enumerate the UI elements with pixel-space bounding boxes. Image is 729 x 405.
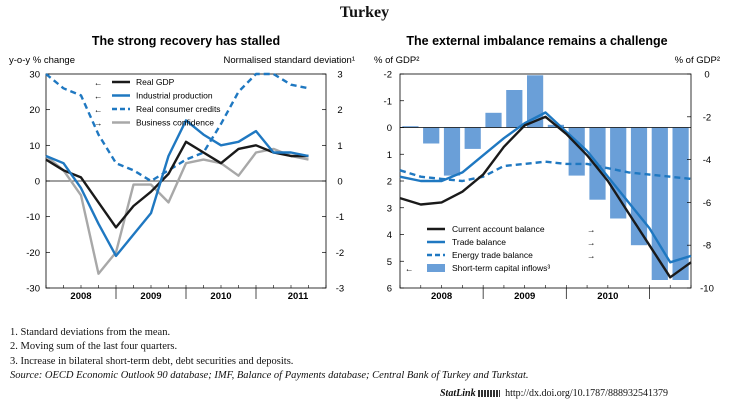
right-bar-capital-inflows <box>423 127 440 144</box>
right-x-tick-label: 2009 <box>514 291 535 300</box>
right-y-tick-label: 6 <box>387 284 392 295</box>
legend-arrow-industrial-production: ← <box>94 91 103 101</box>
legend-label-industrial-production: Industrial production <box>136 91 213 101</box>
legend-label-short-term-capital-inflows: Short-term capital inflows³ <box>452 263 550 273</box>
right-y2-tick-label: -8 <box>703 241 711 252</box>
left-y-tick-label: 30 <box>29 70 40 81</box>
right-y-unit: % of GDP² <box>374 55 419 66</box>
right-chart: The external imbalance remains a challen… <box>374 34 720 301</box>
right-y2-tick-label: -4 <box>703 155 711 166</box>
right-x-tick-label: 2008 <box>431 291 452 300</box>
right-series-current-account-balance <box>399 115 692 279</box>
right-series-trade-balance <box>399 111 692 264</box>
left-chart: The strong recovery has stalled y-o-y % … <box>9 34 355 301</box>
right-series-energy-trade-balance <box>399 160 692 183</box>
left-y-unit: y-o-y % change <box>9 55 75 66</box>
legend-arrow-trade-balance: → <box>587 238 596 248</box>
right-y-tick-label: 3 <box>387 203 392 214</box>
legend-label-business-confidence: Business confidence <box>136 118 214 128</box>
legend-arrow-short-term-capital-inflows: ← <box>405 264 414 274</box>
right-bar-capital-inflows <box>651 127 668 280</box>
statlink-brand: StatLink <box>440 388 476 399</box>
left-y2-tick-label: -1 <box>336 212 344 223</box>
left-x-tick-label: 2008 <box>70 291 91 300</box>
legend-label-trade-balance: Trade balance <box>452 237 506 247</box>
left-panel-title: The strong recovery has stalled <box>92 34 280 48</box>
right-y-tick-label: 0 <box>387 123 392 134</box>
right-panel-title: The external imbalance remains a challen… <box>406 34 667 48</box>
statlink-logo-icon <box>477 390 500 398</box>
figure-title: Turkey <box>339 4 390 21</box>
right-bar-capital-inflows <box>443 127 461 176</box>
legend-swatch-short-term-capital-inflows <box>427 264 445 272</box>
statlink-url[interactable]: http://dx.doi.org/10.1787/888932541379 <box>505 388 668 399</box>
right-x-tick-label: 2010 <box>597 291 618 300</box>
left-y2-tick-label: 2 <box>337 105 342 116</box>
left-series-real-consumer-credits <box>45 72 309 183</box>
note-3: 3. Increase in bilateral short-term debt… <box>10 355 294 367</box>
right-y-tick-label: -1 <box>384 96 392 107</box>
right-bar-capital-inflows <box>402 126 419 128</box>
left-y-tick-label: 20 <box>29 105 40 116</box>
left-y-tick-label: -10 <box>26 212 40 223</box>
right-y-tick-label: 1 <box>387 150 392 161</box>
left-y2-tick-label: 0 <box>337 177 342 188</box>
right-bar-capital-inflows <box>464 127 481 149</box>
legend-label-real-consumer-credits: Real consumer credits <box>136 104 221 114</box>
left-series-industrial-production <box>45 119 309 258</box>
legend-arrow-real-gdp: ← <box>94 78 103 88</box>
left-x-tick-label: 2010 <box>210 291 231 300</box>
right-y2-tick-label: -6 <box>703 198 711 209</box>
left-series-real-gdp <box>45 140 309 229</box>
left-series-business-confidence <box>45 147 309 275</box>
right-bar-capital-inflows <box>630 127 648 246</box>
legend-label-real-gdp: Real GDP <box>136 77 175 87</box>
legend-arrow-business-confidence: → <box>94 118 103 128</box>
right-bar-capital-inflows <box>672 127 689 280</box>
left-legend: ← Real GDP ← Industrial production ← Real con… <box>94 77 221 128</box>
source-line: Source: OECD Economic Outlook 90 databas… <box>10 370 529 382</box>
statlink: StatLink http://dx.doi.org/10.1787/88893… <box>440 388 668 399</box>
left-y-tick-label: -20 <box>26 248 40 259</box>
right-y-tick-label: 5 <box>387 257 392 268</box>
right-legend: → Current account balance → Trade balance → E… <box>405 224 596 274</box>
left-x-tick-label: 2011 <box>288 291 309 300</box>
left-y2-tick-label: 3 <box>337 70 342 81</box>
note-2: 2. Moving sum of the last four quarters. <box>10 341 178 353</box>
left-y2-unit: Normalised standard deviation¹ <box>224 55 355 66</box>
note-1: 1. Standard deviations from the mean. <box>10 327 171 338</box>
legend-arrow-energy-trade-balance: → <box>587 251 596 261</box>
left-y-tick-label: -30 <box>26 284 40 295</box>
right-y-tick-label: 2 <box>387 177 392 188</box>
left-y-tick-label: 0 <box>35 177 40 188</box>
left-y2-tick-label: 1 <box>337 141 342 152</box>
right-bar-capital-inflows <box>485 112 502 128</box>
legend-arrow-current-account-balance: → <box>587 225 596 235</box>
right-y2-tick-label: -10 <box>700 284 714 295</box>
right-y2-unit: % of GDP² <box>675 55 720 66</box>
legend-arrow-real-consumer-credits: ← <box>94 105 103 115</box>
right-y2-tick-label: -2 <box>703 112 711 123</box>
legend-label-energy-trade-balance: Energy trade balance <box>452 250 533 260</box>
right-y-tick-label: -2 <box>384 70 392 81</box>
left-y2-tick-label: -3 <box>336 284 344 295</box>
legend-label-current-account-balance: Current account balance <box>452 224 545 234</box>
right-bar-capital-inflows <box>506 90 523 128</box>
right-y2-tick-label: 0 <box>704 70 709 81</box>
left-y2-tick-label: -2 <box>336 248 344 259</box>
left-y-tick-label: 10 <box>29 141 40 152</box>
left-x-tick-label: 2009 <box>140 291 161 300</box>
notes-block: 1. Standard deviations from the mean. 2.… <box>10 326 529 384</box>
right-y-tick-label: 4 <box>387 230 392 241</box>
